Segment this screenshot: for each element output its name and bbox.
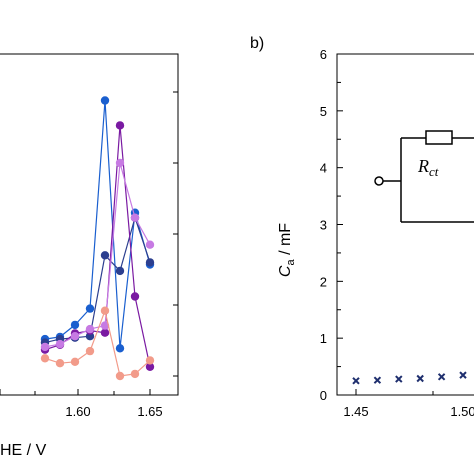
series-4-point-4 — [100, 306, 110, 315]
series-4-point-7 — [145, 356, 155, 365]
panel-a-xtick-label-1: 1.60 — [65, 404, 90, 419]
series-1-point-7 — [145, 258, 155, 267]
series-2-point-7 — [145, 362, 155, 371]
series-4-point-2 — [70, 357, 80, 366]
series-3-point-7 — [145, 240, 155, 249]
panel-b-point-2 — [395, 375, 403, 383]
series-0-point-5 — [115, 344, 125, 353]
panel-b-frame — [336, 53, 474, 396]
panel-b-series — [352, 371, 467, 385]
panel-b-ytick-label-5: 5 — [320, 104, 327, 119]
panel-a-series — [40, 96, 155, 381]
series-1-point-4 — [100, 251, 110, 260]
series-1-point-5 — [115, 266, 125, 276]
series-4-point-3 — [85, 346, 95, 356]
series-4-point-0 — [40, 354, 50, 363]
panel-b-ytick-label-2: 2 — [320, 274, 327, 289]
panel-a: 1.60 1.65 HE / V — [0, 53, 179, 459]
series-3-point-4 — [100, 321, 110, 330]
resistor-rct — [425, 130, 453, 145]
panel-b-ylabel-sub: a — [285, 259, 297, 266]
panel-b-point-3 — [416, 374, 424, 383]
series-4-point-5 — [115, 371, 125, 381]
panel-b-xtick-label-2: 1.50 — [450, 404, 474, 419]
panel-b-point-4 — [437, 373, 446, 381]
panel-b-ytick-label-1: 1 — [320, 331, 327, 346]
series-2-point-6 — [130, 292, 140, 301]
series-0-point-2 — [70, 320, 80, 330]
panel-b-point-0 — [352, 377, 360, 385]
panel-b-point-1 — [373, 376, 382, 384]
panel-a-xtick-label-2: 1.65 — [137, 404, 162, 419]
series-3-point-0 — [40, 342, 50, 352]
rct-label-sub: ct — [429, 164, 439, 179]
series-0-line — [44, 100, 151, 349]
panel-b-ytick-label-4: 4 — [320, 161, 327, 176]
panel-b-ytick-label-0: 0 — [320, 388, 327, 403]
series-0-point-3 — [85, 304, 95, 313]
series-3-point-3 — [85, 324, 95, 334]
panel-b-label: b) — [250, 35, 264, 52]
series-2-point-5 — [115, 121, 125, 130]
series-4-point-6 — [130, 369, 140, 379]
rct-label-main: R — [417, 156, 429, 176]
panel-a-xlabel: HE / V — [0, 442, 47, 459]
series-3-point-6 — [130, 213, 140, 222]
panel-a-frame — [0, 53, 179, 396]
series-3-line — [44, 162, 151, 348]
series-3-point-1 — [55, 339, 65, 349]
series-3-point-5 — [115, 158, 125, 168]
circuit-inset: Rct — [374, 130, 474, 223]
panel-b-ylabel-main: C — [277, 265, 294, 277]
panel-b-yticks: 0 1 2 3 4 5 6 — [320, 47, 343, 403]
series-0-point-4 — [100, 96, 110, 105]
panel-b-xtick-label-1: 1.45 — [343, 404, 368, 419]
panel-b-ylabel: Ca / mF — [277, 223, 297, 277]
panel-b-ytick-label-6: 6 — [320, 47, 327, 62]
series-4-point-1 — [55, 359, 65, 368]
series-1-line — [44, 215, 151, 344]
panel-b-ytick-label-3: 3 — [320, 218, 327, 233]
rct-label: Rct — [417, 156, 439, 179]
panel-b-ylabel-unit: / mF — [277, 223, 294, 260]
series-2-point-4 — [100, 328, 110, 337]
panel-b-point-5 — [459, 371, 467, 379]
panel-b: b) 0 1 2 3 4 5 6 1.45 1.50 Ca / mF Rct — [250, 35, 474, 419]
circuit-terminal — [374, 176, 384, 186]
series-3-point-2 — [70, 332, 80, 341]
